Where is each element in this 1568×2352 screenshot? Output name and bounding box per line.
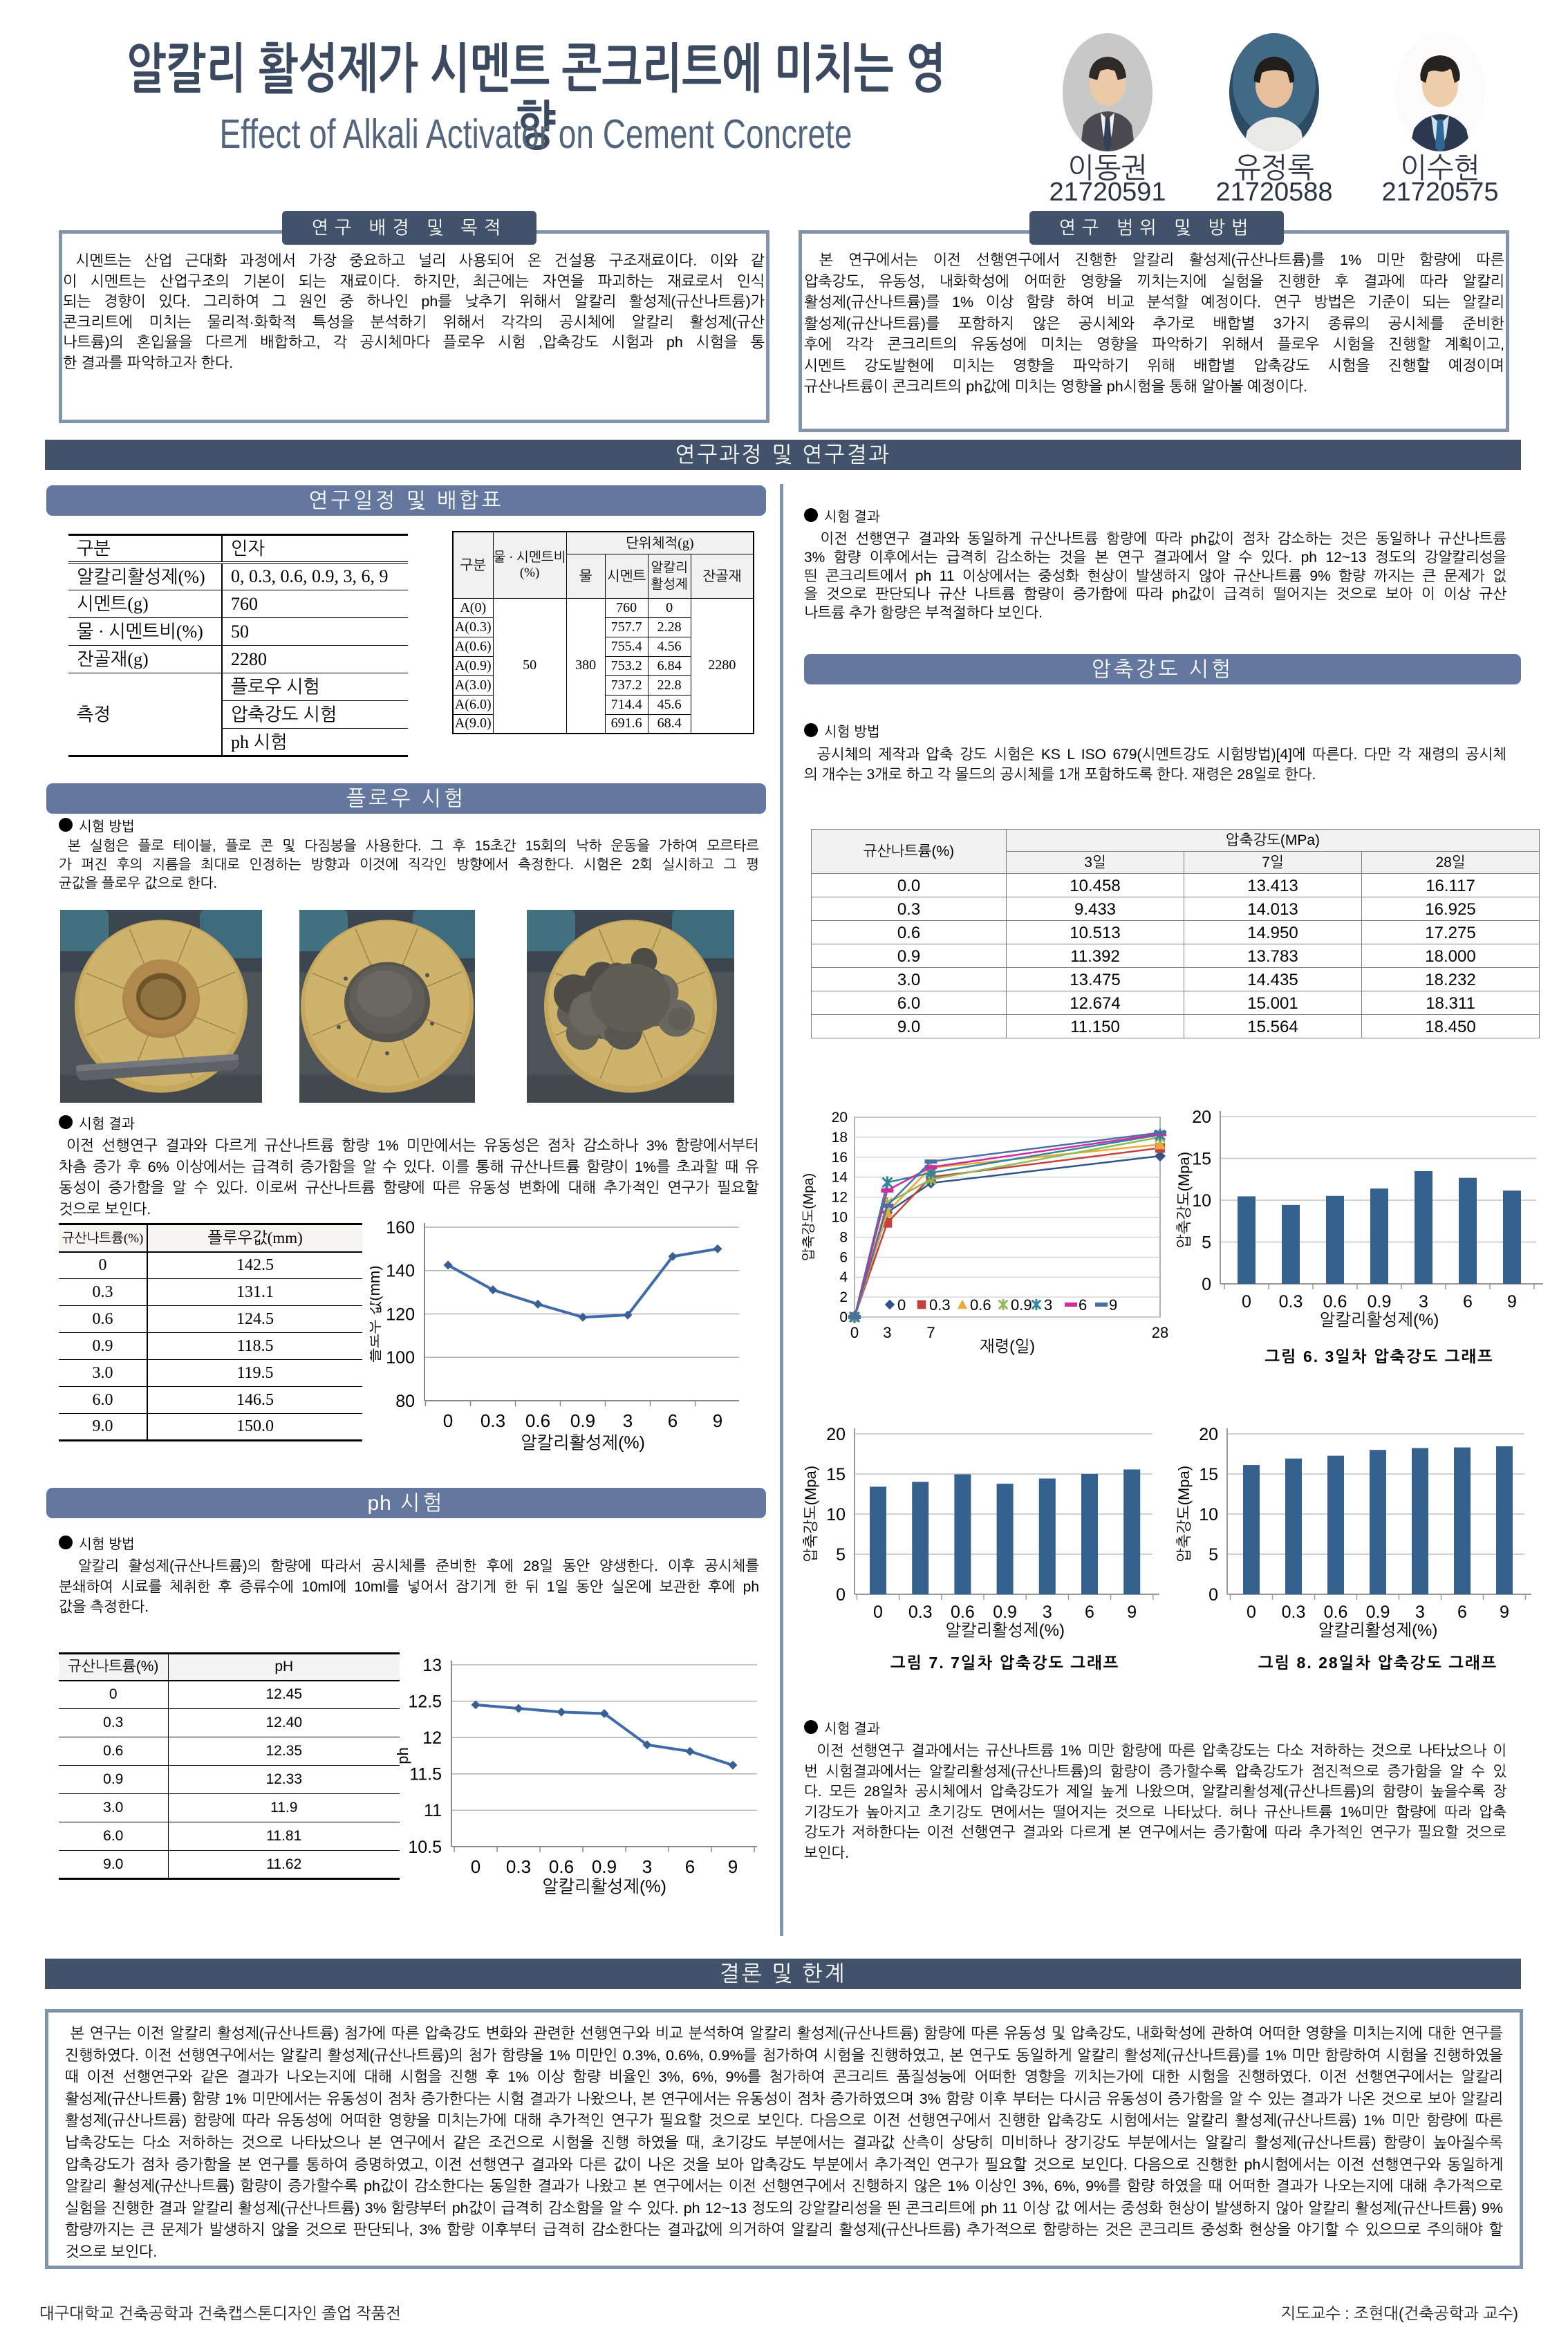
svg-text:알칼리활성제(%): 알칼리활성제(%) [542,1878,666,1896]
svg-text:0.3: 0.3 [929,1298,951,1313]
svg-text:0: 0 [471,1858,480,1876]
svg-text:그림 7. 7일차 압축강도 그래프: 그림 7. 7일차 압축강도 그래프 [890,1654,1119,1671]
svg-text:5: 5 [1208,1546,1218,1563]
svg-text:3: 3 [1419,1293,1428,1310]
svg-text:6: 6 [839,1250,848,1264]
svg-text:8: 8 [839,1230,848,1244]
svg-text:6: 6 [1457,1603,1467,1621]
svg-text:13: 13 [422,1656,442,1674]
svg-text:3: 3 [623,1412,633,1430]
svg-text:압축강도(Mpa): 압축강도(Mpa) [803,1466,819,1562]
svg-text:4: 4 [839,1270,848,1285]
svg-text:140: 140 [386,1262,415,1280]
svg-text:12.5: 12.5 [408,1692,442,1710]
svg-text:9: 9 [713,1412,722,1430]
svg-text:28: 28 [1152,1325,1168,1341]
svg-text:0: 0 [443,1412,453,1430]
svg-text:120: 120 [386,1305,415,1323]
svg-text:압축강도(Mpa): 압축강도(Mpa) [1176,1152,1193,1249]
svg-text:3: 3 [1415,1603,1425,1621]
svg-text:압축강도(Mpa): 압축강도(Mpa) [1176,1466,1193,1562]
svg-text:18: 18 [832,1130,848,1145]
svg-text:100: 100 [386,1349,415,1366]
svg-text:20: 20 [1192,1108,1211,1126]
svg-text:9: 9 [1507,1293,1517,1310]
svg-text:5: 5 [836,1546,846,1563]
svg-text:20: 20 [826,1426,846,1443]
svg-text:10: 10 [1199,1506,1218,1523]
svg-text:0.3: 0.3 [1279,1293,1303,1310]
svg-text:0: 0 [839,1310,848,1325]
svg-text:6: 6 [1079,1298,1087,1313]
svg-text:0.9: 0.9 [993,1603,1017,1621]
svg-text:0.6: 0.6 [525,1412,550,1430]
svg-text:6: 6 [1085,1603,1094,1621]
svg-text:9: 9 [1500,1603,1509,1621]
svg-text:0.6: 0.6 [970,1298,991,1313]
svg-text:0.3: 0.3 [1282,1603,1306,1621]
svg-text:0.6: 0.6 [1323,1293,1347,1310]
svg-text:0.3: 0.3 [506,1858,531,1876]
svg-text:0.9: 0.9 [570,1412,595,1430]
svg-text:3: 3 [1044,1298,1052,1313]
svg-text:16: 16 [832,1150,848,1165]
svg-text:0.3: 0.3 [480,1412,505,1430]
svg-text:160: 160 [386,1219,415,1236]
svg-text:재령(일): 재령(일) [980,1338,1035,1355]
svg-text:5: 5 [1202,1234,1211,1251]
svg-text:9: 9 [1109,1298,1117,1313]
svg-text:0: 0 [850,1325,859,1341]
svg-text:6: 6 [1463,1293,1473,1310]
svg-text:알칼리활성제(%): 알칼리활성제(%) [521,1434,645,1452]
svg-text:0: 0 [1208,1586,1218,1603]
svg-text:3: 3 [642,1858,652,1876]
svg-text:그림 8. 28일차 압축강도 그래프: 그림 8. 28일차 압축강도 그래프 [1258,1654,1497,1671]
svg-text:10.5: 10.5 [408,1838,442,1856]
svg-text:0: 0 [1202,1276,1211,1293]
svg-text:0.6: 0.6 [549,1858,574,1876]
svg-text:0: 0 [836,1586,846,1603]
svg-text:0.3: 0.3 [908,1603,933,1621]
svg-text:그림 6. 3일차 압축강도 그래프: 그림 6. 3일차 압축강도 그래프 [1264,1348,1493,1365]
svg-text:3: 3 [1043,1603,1052,1621]
svg-text:0.9: 0.9 [592,1858,617,1876]
svg-text:플로우 값(mm): 플로우 값(mm) [370,1265,383,1362]
svg-text:0: 0 [897,1298,906,1313]
svg-text:9: 9 [728,1858,738,1876]
svg-text:10: 10 [832,1211,848,1225]
svg-text:9: 9 [1127,1603,1137,1621]
svg-text:2: 2 [839,1290,848,1305]
svg-text:알칼리활성제(%): 알칼리활성제(%) [1318,1622,1438,1639]
svg-text:15: 15 [1192,1150,1211,1168]
svg-text:11.5: 11.5 [409,1766,442,1783]
svg-text:11: 11 [424,1802,442,1819]
svg-text:3: 3 [883,1325,891,1341]
svg-text:7: 7 [926,1325,935,1341]
svg-text:압축강도(Mpa): 압축강도(Mpa) [802,1173,816,1261]
svg-text:80: 80 [395,1392,415,1410]
svg-text:0.6: 0.6 [1324,1603,1348,1621]
svg-text:20: 20 [1199,1426,1218,1443]
svg-text:알칼리활성제(%): 알칼리활성제(%) [1320,1312,1439,1329]
svg-text:15: 15 [826,1466,846,1483]
svg-text:12: 12 [422,1729,442,1746]
svg-text:0: 0 [1247,1603,1256,1621]
svg-text:ph: ph [395,1747,411,1764]
svg-text:0.6: 0.6 [951,1603,975,1621]
svg-text:14: 14 [832,1170,848,1185]
svg-text:10: 10 [826,1506,846,1523]
svg-text:0.9: 0.9 [1366,1603,1390,1621]
svg-text:6: 6 [668,1412,678,1430]
svg-text:0.9: 0.9 [1368,1293,1392,1310]
svg-text:알칼리활성제(%): 알칼리활성제(%) [945,1622,1065,1639]
svg-text:0.9: 0.9 [1011,1298,1032,1313]
svg-text:6: 6 [685,1858,695,1876]
svg-text:12: 12 [832,1191,848,1205]
svg-text:15: 15 [1199,1466,1218,1483]
svg-text:10: 10 [1192,1192,1211,1209]
svg-text:20: 20 [832,1110,848,1125]
svg-text:0: 0 [873,1603,883,1621]
svg-text:0: 0 [1242,1293,1251,1310]
